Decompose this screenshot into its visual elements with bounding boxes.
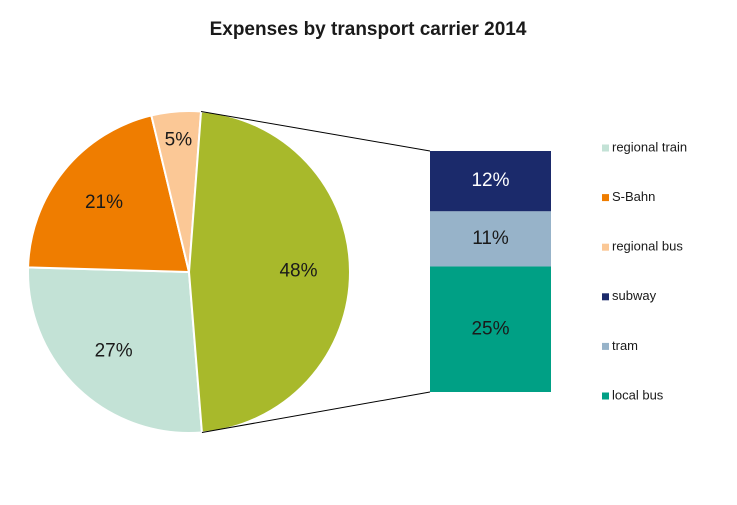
legend-swatch	[602, 293, 609, 301]
chart-title: Expenses by transport carrier 2014	[210, 19, 527, 40]
legend-label: S-Bahn	[612, 189, 655, 204]
data-label: 21%	[85, 192, 123, 213]
legend-swatch	[602, 144, 609, 152]
data-label: 48%	[279, 261, 317, 282]
bar-segment	[430, 211, 551, 267]
legend-swatch	[602, 194, 609, 202]
legend-label: local bus	[612, 387, 664, 402]
legend-label: tram	[612, 338, 638, 353]
data-label: 11%	[472, 228, 509, 249]
legend-label: regional train	[612, 139, 687, 154]
data-label: 12%	[471, 170, 509, 191]
connector-line	[201, 391, 431, 433]
data-label: 27%	[95, 340, 133, 361]
legend-swatch	[602, 243, 609, 251]
legend-label: regional bus	[612, 239, 683, 254]
pie-slice	[27, 114, 191, 274]
legend-label: subway	[612, 288, 657, 303]
data-label: 5%	[165, 129, 193, 150]
data-label: 25%	[471, 318, 509, 339]
pie-slice	[27, 266, 204, 434]
connector-line	[200, 110, 431, 152]
bar-segment	[430, 151, 551, 212]
legend-swatch	[602, 342, 609, 350]
bar-segment	[430, 266, 551, 392]
pie-slice	[187, 110, 352, 434]
legend-swatch	[602, 392, 609, 400]
